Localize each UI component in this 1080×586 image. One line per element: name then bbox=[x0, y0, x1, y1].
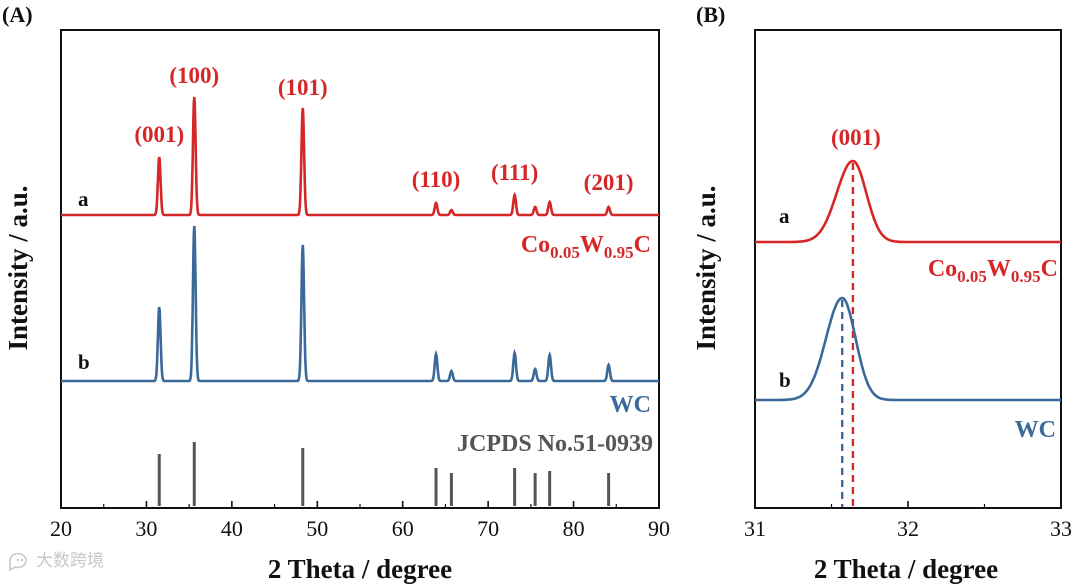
panel-b-sample-label-wc: WC bbox=[1015, 417, 1056, 443]
panel-b-y-axis-title: Intensity / a.u. bbox=[691, 185, 721, 350]
curve-letter-a: a bbox=[78, 187, 89, 211]
panel-b-label: (B) bbox=[696, 2, 725, 27]
hkl-label-110: (110) bbox=[412, 167, 461, 192]
panel-b-hkl-label-001: (001) bbox=[831, 125, 881, 150]
panel-b-tick-label-32: 32 bbox=[897, 516, 919, 541]
panel-a-label: (A) bbox=[2, 2, 33, 27]
panel-a-x-ticks: 20 30 40 50 60 70 80 90 bbox=[50, 501, 670, 541]
watermark: 大数跨境 bbox=[9, 551, 104, 572]
hkl-label-100: (100) bbox=[169, 63, 219, 88]
panel-a-curve-cowc bbox=[61, 96, 659, 217]
panel-a-y-axis-title: Intensity / a.u. bbox=[3, 185, 33, 350]
panel-b: (B) 31 32 33 (001) a b Co0.05W0.95C WC Int… bbox=[691, 2, 1072, 584]
panel-a-tick-label-50: 50 bbox=[306, 516, 328, 541]
panel-b-curve-cowc bbox=[755, 159, 1061, 244]
reference-label: JCPDS No.51-0939 bbox=[457, 431, 653, 457]
curve-letter-b: b bbox=[78, 350, 90, 374]
panel-b-curve-letter-a: a bbox=[779, 204, 790, 228]
panel-a-tick-label-90: 90 bbox=[648, 516, 670, 541]
panel-a-x-axis-title: 2 Theta / degree bbox=[268, 554, 452, 584]
panel-a-reference-lines bbox=[157, 442, 611, 506]
panel-b-curve-wc bbox=[755, 296, 1061, 402]
chat-bubble-icon bbox=[9, 552, 27, 572]
panel-a-tick-label-80: 80 bbox=[563, 516, 585, 541]
panel-a-tick-label-30: 30 bbox=[135, 516, 157, 541]
panel-b-curve-letter-b: b bbox=[779, 368, 791, 392]
sample-label-wc: WC bbox=[610, 392, 651, 418]
panel-a-tick-label-70: 70 bbox=[477, 516, 499, 541]
panel-b-tick-label-33: 33 bbox=[1050, 516, 1072, 541]
sample-label-cowc: Co0.05W0.95C bbox=[521, 232, 651, 262]
panel-a-tick-label-40: 40 bbox=[221, 516, 243, 541]
panel-b-x-axis-title: 2 Theta / degree bbox=[814, 554, 998, 584]
hkl-label-201: (201) bbox=[584, 170, 634, 195]
panel-a-curve-wc bbox=[61, 225, 659, 383]
panel-b-x-ticks: 31 32 33 bbox=[744, 501, 1072, 541]
watermark-text: 大数跨境 bbox=[36, 551, 104, 571]
hkl-label-101: (101) bbox=[278, 75, 328, 100]
hkl-label-111: (111) bbox=[491, 160, 538, 185]
panel-a-tick-label-20: 20 bbox=[50, 516, 72, 541]
panel-b-sample-label-cowc: Co0.05W0.95C bbox=[928, 256, 1058, 286]
panel-a: (A) 20 30 40 50 60 70 80 90 (001) (100) (101) (… bbox=[2, 2, 670, 584]
panel-b-tick-label-31: 31 bbox=[744, 516, 766, 541]
hkl-label-001: (001) bbox=[134, 122, 184, 147]
panel-a-tick-label-60: 60 bbox=[392, 516, 414, 541]
